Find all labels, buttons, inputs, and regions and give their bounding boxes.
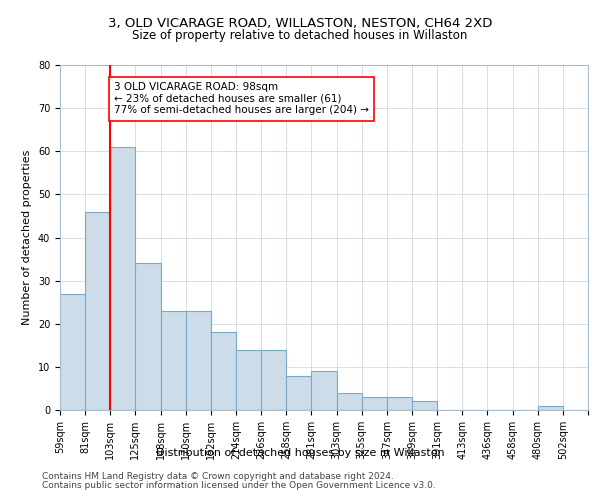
Y-axis label: Number of detached properties: Number of detached properties <box>22 150 32 325</box>
Text: Size of property relative to detached houses in Willaston: Size of property relative to detached ho… <box>133 29 467 42</box>
Text: 3 OLD VICARAGE ROAD: 98sqm
← 23% of detached houses are smaller (61)
77% of semi: 3 OLD VICARAGE ROAD: 98sqm ← 23% of deta… <box>114 82 369 116</box>
Bar <box>186 311 211 410</box>
Bar <box>211 332 236 410</box>
Bar <box>261 350 286 410</box>
Bar <box>387 397 412 410</box>
Text: 3, OLD VICARAGE ROAD, WILLASTON, NESTON, CH64 2XD: 3, OLD VICARAGE ROAD, WILLASTON, NESTON,… <box>108 18 492 30</box>
Bar <box>538 406 563 410</box>
Text: Distribution of detached houses by size in Willaston: Distribution of detached houses by size … <box>155 448 445 458</box>
Bar <box>412 402 437 410</box>
Bar <box>60 294 85 410</box>
Text: Contains public sector information licensed under the Open Government Licence v3: Contains public sector information licen… <box>42 481 436 490</box>
Bar <box>85 212 110 410</box>
Bar <box>236 350 261 410</box>
Bar <box>311 371 337 410</box>
Bar <box>337 393 362 410</box>
Bar <box>286 376 311 410</box>
Bar <box>362 397 387 410</box>
Bar <box>136 264 161 410</box>
Text: Contains HM Land Registry data © Crown copyright and database right 2024.: Contains HM Land Registry data © Crown c… <box>42 472 394 481</box>
Bar <box>161 311 186 410</box>
Bar <box>110 147 136 410</box>
